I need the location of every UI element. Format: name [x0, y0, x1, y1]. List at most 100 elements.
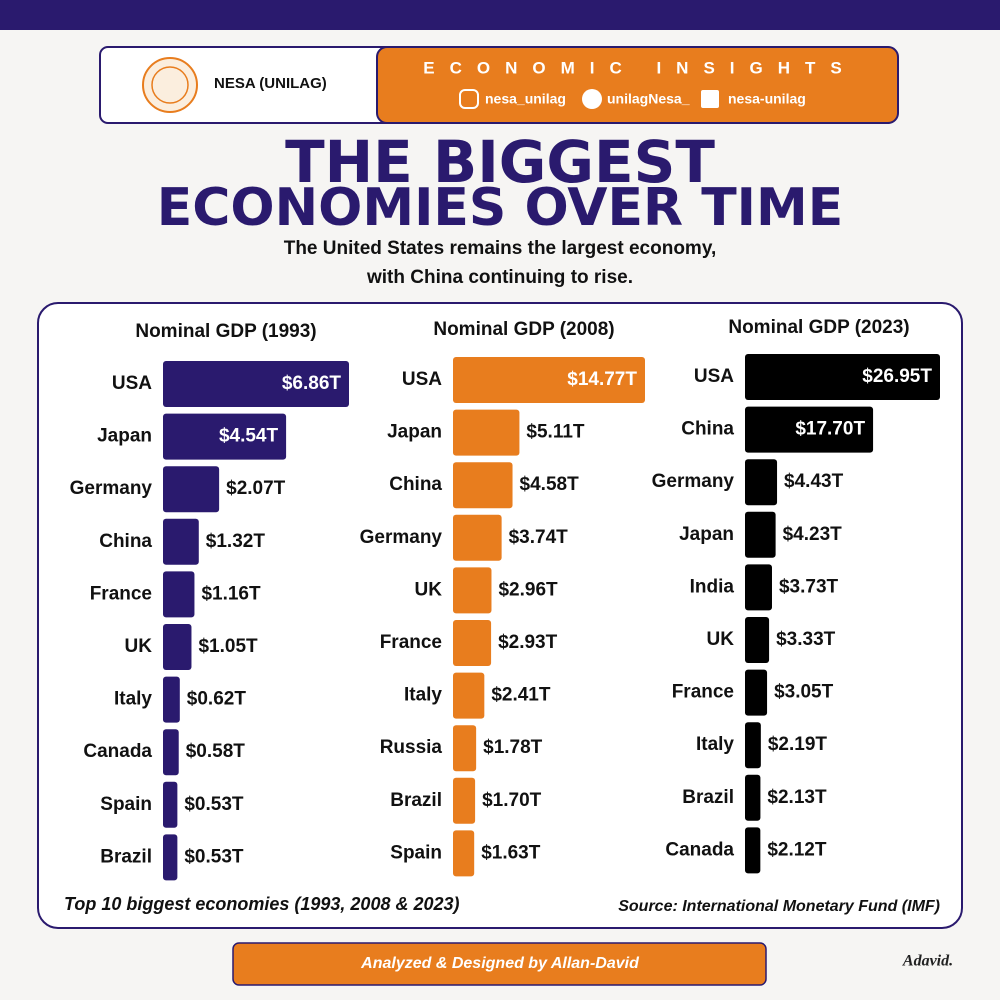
- value-label: $0.58T: [186, 741, 246, 762]
- bar: [745, 406, 874, 453]
- category-label: Japan: [679, 524, 734, 545]
- category-label: France: [90, 583, 152, 604]
- org-name: NESA (UNILAG): [214, 75, 327, 92]
- bar: [453, 725, 477, 772]
- category-label: Japan: [97, 426, 152, 447]
- value-label: $3.33T: [776, 629, 836, 650]
- bar: [745, 722, 761, 769]
- category-label: UK: [125, 636, 153, 657]
- bar: [163, 729, 179, 776]
- social-handle: nesa_unilag: [485, 91, 566, 107]
- title-line: ECONOMIES OVER TIME: [157, 178, 844, 238]
- bar: [453, 567, 492, 614]
- category-label: Japan: [387, 422, 442, 443]
- value-label: $1.32T: [206, 531, 266, 552]
- credit-box: [232, 942, 767, 986]
- category-label: China: [389, 474, 442, 495]
- social-handle: nesa-unilag: [728, 91, 806, 107]
- bar: [453, 409, 520, 456]
- value-label: $1.63T: [481, 842, 541, 863]
- category-label: China: [99, 531, 152, 552]
- value-label: $1.78T: [483, 737, 543, 758]
- bar: [453, 357, 645, 403]
- bar: [745, 511, 776, 558]
- bar: [745, 774, 761, 821]
- bar: [163, 781, 178, 828]
- category-label: Canada: [83, 741, 152, 762]
- top-band: [0, 0, 1000, 30]
- banner-box: [376, 46, 899, 124]
- social-handle: unilagNesa_: [607, 91, 690, 107]
- logo: [142, 57, 198, 113]
- value-label: $3.73T: [779, 576, 839, 597]
- value-label: $5.11T: [526, 422, 584, 443]
- value-label: $3.05T: [774, 682, 834, 703]
- category-label: France: [380, 632, 442, 653]
- chart-title: Nominal GDP (2008): [433, 319, 614, 340]
- bar: [453, 830, 475, 877]
- chart-title: Nominal GDP (2023): [728, 317, 909, 338]
- category-label: Canada: [665, 839, 734, 860]
- value-label: $1.70T: [482, 790, 542, 811]
- category-label: Brazil: [390, 790, 442, 811]
- category-label: Spain: [390, 842, 442, 863]
- category-label: Brazil: [682, 787, 734, 808]
- value-label: $1.05T: [198, 636, 258, 657]
- caption: Top 10 biggest economies (1993, 2008 & 2…: [64, 894, 460, 914]
- value-label: $4.58T: [520, 474, 580, 495]
- bar: [745, 459, 778, 506]
- bar: [745, 669, 768, 716]
- value-label: $0.62T: [187, 689, 247, 710]
- bar: [745, 617, 770, 663]
- logo-ring: [151, 66, 189, 104]
- category-label: Brazil: [100, 846, 152, 867]
- value-label: $0.53T: [184, 794, 244, 815]
- category-label: Germany: [70, 478, 153, 499]
- category-label: China: [681, 419, 734, 440]
- value-label: $2.96T: [498, 579, 558, 600]
- subtitle-line: The United States remains the largest ec…: [284, 238, 717, 259]
- category-label: Russia: [380, 737, 443, 758]
- x-icon: [582, 89, 602, 109]
- bar: [745, 827, 761, 874]
- signature: Adavid.: [902, 953, 953, 970]
- category-label: USA: [112, 373, 152, 394]
- value-label: $2.13T: [767, 787, 827, 808]
- category-label: India: [690, 576, 735, 597]
- chart-title: Nominal GDP (1993): [135, 321, 316, 342]
- value-label: $17.70T: [795, 419, 865, 440]
- bar: [163, 624, 192, 670]
- instagram-icon: [459, 89, 479, 109]
- category-label: USA: [402, 369, 442, 390]
- credit: Analyzed & Designed by Allan-David: [360, 955, 640, 972]
- value-label: $6.86T: [282, 373, 342, 394]
- value-label: $4.23T: [783, 524, 843, 545]
- linkedin-icon: [701, 90, 719, 108]
- bar: [163, 413, 287, 460]
- category-label: Germany: [360, 527, 443, 548]
- category-label: France: [672, 682, 734, 703]
- title-line: THE BIGGEST: [285, 128, 715, 196]
- value-label: $0.53T: [184, 846, 244, 867]
- bar: [453, 514, 502, 561]
- value-label: $1.16T: [201, 583, 261, 604]
- bar: [453, 462, 513, 509]
- category-label: Italy: [404, 685, 442, 706]
- value-label: $2.12T: [767, 839, 827, 860]
- category-label: Italy: [114, 689, 152, 710]
- bar: [163, 676, 180, 723]
- value-label: $4.43T: [784, 471, 844, 492]
- category-label: UK: [415, 579, 443, 600]
- value-label: $26.95T: [862, 366, 932, 387]
- value-label: $2.41T: [491, 685, 551, 706]
- value-label: $14.77T: [567, 369, 637, 390]
- value-label: $4.54T: [219, 426, 279, 447]
- bar: [163, 466, 220, 513]
- value-label: $2.07T: [226, 478, 286, 499]
- bar: [163, 518, 199, 565]
- bar: [163, 361, 349, 407]
- category-label: UK: [707, 629, 735, 650]
- value-label: $2.19T: [768, 734, 828, 755]
- value-label: $2.93T: [498, 632, 558, 653]
